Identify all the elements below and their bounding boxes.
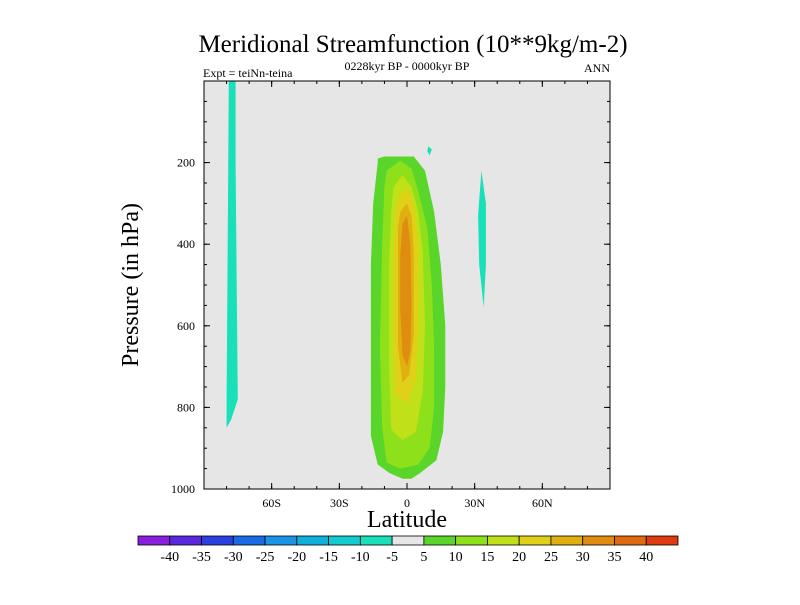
colorbar-tick-label: 30 [576, 550, 590, 565]
x-axis-label: Latitude [367, 507, 447, 533]
x-axis-ticks: 60S 30S 0 30N 60N [203, 81, 611, 510]
colorbar-tick-label: 20 [512, 550, 526, 565]
colorbar-tick-label: -5 [386, 550, 398, 565]
colorbar-swatch [391, 535, 425, 546]
x-tick-label: 30N [464, 496, 485, 510]
colorbar-swatch [137, 535, 171, 546]
colorbar-tick-label: -35 [192, 550, 211, 565]
colorbar-swatch [359, 535, 393, 546]
y-axis-label: Pressure (in hPa) [118, 203, 144, 367]
colorbar-tick-label: 40 [639, 550, 653, 565]
colorbar-swatch [328, 535, 361, 546]
contour-southern-negative-cell [226, 81, 238, 428]
x-tick-label: 60S [262, 496, 281, 510]
y-tick-label: 200 [177, 156, 195, 170]
colorbar-swatch [455, 535, 488, 546]
colorbar-tick-label: -20 [287, 550, 306, 565]
colorbar-swatch [264, 535, 298, 546]
colorbar-swatch [487, 535, 520, 546]
y-tick-label: 1000 [171, 482, 195, 496]
chart-title: Meridional Streamfunction (10**9kg/m-2) [198, 31, 627, 58]
colorbar-tick-label: 5 [420, 550, 427, 565]
x-tick-label: 0 [404, 496, 410, 510]
colorbar-swatch [423, 535, 457, 546]
chart-subtitle-center: 0228kyr BP - 0000kyr BP [345, 59, 470, 73]
colorbar-tick-label: -10 [351, 550, 370, 565]
x-tick-label: 30S [330, 496, 349, 510]
colorbar-swatch [232, 535, 266, 546]
x-tick-label: 60N [532, 496, 553, 510]
colorbar-swatch [550, 535, 584, 546]
y-tick-label: 800 [177, 400, 195, 414]
colorbar-swatch [201, 535, 234, 546]
colorbar-tick-label: -15 [319, 550, 338, 565]
chart-subtitle-left: Expt = teiNn-teina [203, 66, 293, 80]
colorbar-tick-label: 25 [544, 550, 558, 565]
contour-positive-cell-35 [400, 215, 412, 367]
colorbar-tick-label: 10 [449, 550, 463, 565]
colorbar-swatch [296, 535, 329, 546]
colorbar-tick-label: -40 [160, 550, 179, 565]
contour-northern-negative-cell [478, 170, 486, 308]
y-axis-ticks: 200 400 600 800 1000 [171, 80, 610, 496]
colorbar-tick-label: 35 [607, 550, 621, 565]
contour-regions [226, 81, 486, 479]
contour-small-negative-patch [427, 146, 432, 156]
colorbar-tick-label: -30 [224, 550, 243, 565]
y-tick-label: 400 [177, 237, 195, 251]
chart-subtitle-right: ANN [584, 61, 610, 75]
colorbar-swatch [582, 535, 615, 546]
colorbar-swatch [645, 535, 679, 546]
colorbar-swatch [169, 535, 202, 546]
colorbar: -40 -35 -30 -25 -20 -15 -10 -5 5 10 15 20 25 30 35 40 [137, 535, 679, 565]
y-tick-label: 600 [177, 319, 195, 333]
colorbar-swatch [518, 535, 552, 546]
colorbar-tick-label: -25 [256, 550, 275, 565]
colorbar-swatch [614, 535, 647, 546]
colorbar-tick-label: 15 [480, 550, 494, 565]
